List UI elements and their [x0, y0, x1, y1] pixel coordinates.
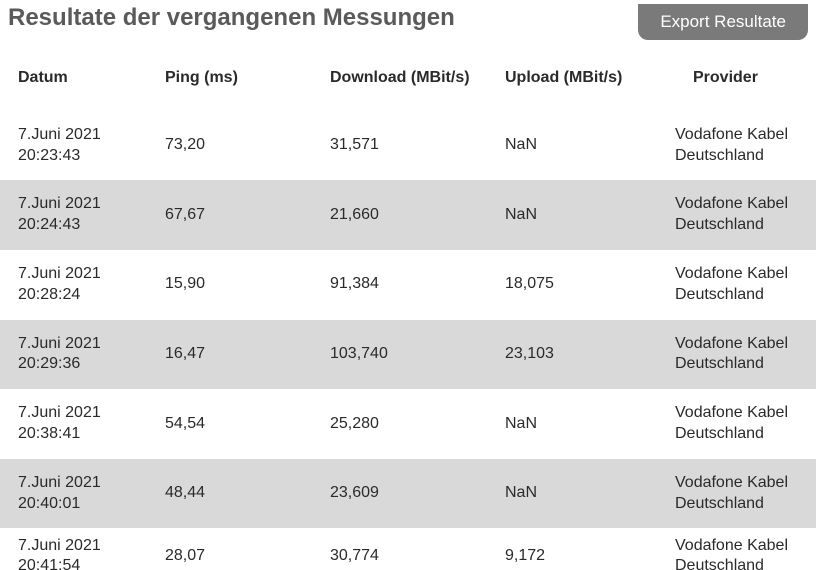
- cell-download: 25,280: [330, 414, 505, 435]
- datum-date: 7.Juni 2021: [18, 264, 155, 285]
- datum-time: 20:24:43: [18, 215, 155, 236]
- col-header-provider: Provider: [675, 68, 816, 89]
- cell-upload: 9,172: [505, 546, 675, 567]
- col-header-datum: Datum: [0, 68, 165, 89]
- datum-time: 20:41:54: [18, 556, 155, 570]
- provider-line2: Deutschland: [675, 285, 806, 306]
- cell-datum: 7.Juni 2021 20:23:43: [0, 125, 165, 167]
- cell-download: 30,774: [330, 546, 505, 567]
- cell-download: 21,660: [330, 205, 505, 226]
- cell-datum: 7.Juni 2021 20:40:01: [0, 473, 165, 515]
- cell-download: 103,740: [330, 344, 505, 365]
- provider-line1: Vodafone Kabel: [675, 334, 806, 355]
- col-header-ping: Ping (ms): [165, 68, 330, 89]
- cell-download: 91,384: [330, 274, 505, 295]
- cell-datum: 7.Juni 2021 20:41:54: [0, 536, 165, 570]
- cell-ping: 16,47: [165, 344, 330, 365]
- provider-line1: Vodafone Kabel: [675, 403, 806, 424]
- datum-time: 20:38:41: [18, 424, 155, 445]
- datum-date: 7.Juni 2021: [18, 334, 155, 355]
- table-row: 7.Juni 2021 20:38:41 54,54 25,280 NaN Vo…: [0, 389, 816, 459]
- cell-datum: 7.Juni 2021 20:28:24: [0, 264, 165, 306]
- cell-upload: 18,075: [505, 274, 675, 295]
- table-row: 7.Juni 2021 20:24:43 67,67 21,660 NaN Vo…: [0, 180, 816, 250]
- cell-upload: NaN: [505, 483, 675, 504]
- cell-ping: 73,20: [165, 135, 330, 156]
- results-table: Datum Ping (ms) Download (MBit/s) Upload…: [0, 52, 816, 570]
- cell-upload: 23,103: [505, 344, 675, 365]
- cell-provider: Vodafone Kabel Deutschland: [675, 334, 816, 376]
- table-row: 7.Juni 2021 20:29:36 16,47 103,740 23,10…: [0, 320, 816, 390]
- cell-provider: Vodafone Kabel Deutschland: [675, 194, 816, 236]
- provider-line2: Deutschland: [675, 556, 806, 570]
- cell-provider: Vodafone Kabel Deutschland: [675, 403, 816, 445]
- provider-line1: Vodafone Kabel: [675, 264, 806, 285]
- provider-line2: Deutschland: [675, 424, 806, 445]
- table-row: 7.Juni 2021 20:41:54 28,07 30,774 9,172 …: [0, 528, 816, 570]
- export-results-button[interactable]: Export Resultate: [638, 4, 808, 40]
- cell-download: 23,609: [330, 483, 505, 504]
- datum-time: 20:28:24: [18, 285, 155, 306]
- page-title: Resultate der vergangenen Messungen: [8, 4, 455, 32]
- cell-ping: 48,44: [165, 483, 330, 504]
- provider-line1: Vodafone Kabel: [675, 536, 806, 557]
- provider-line2: Deutschland: [675, 354, 806, 375]
- datum-time: 20:23:43: [18, 146, 155, 167]
- cell-upload: NaN: [505, 135, 675, 156]
- cell-ping: 67,67: [165, 205, 330, 226]
- provider-line1: Vodafone Kabel: [675, 125, 806, 146]
- page-header: Resultate der vergangenen Messungen Expo…: [0, 0, 816, 52]
- datum-time: 20:40:01: [18, 494, 155, 515]
- cell-ping: 15,90: [165, 274, 330, 295]
- cell-datum: 7.Juni 2021 20:38:41: [0, 403, 165, 445]
- cell-provider: Vodafone Kabel Deutschland: [675, 264, 816, 306]
- table-row: 7.Juni 2021 20:23:43 73,20 31,571 NaN Vo…: [0, 111, 816, 181]
- cell-download: 31,571: [330, 135, 505, 156]
- provider-line1: Vodafone Kabel: [675, 194, 806, 215]
- cell-datum: 7.Juni 2021 20:29:36: [0, 334, 165, 376]
- provider-line2: Deutschland: [675, 215, 806, 236]
- col-header-download: Download (MBit/s): [330, 68, 505, 89]
- datum-date: 7.Juni 2021: [18, 403, 155, 424]
- cell-upload: NaN: [505, 205, 675, 226]
- provider-line1: Vodafone Kabel: [675, 473, 806, 494]
- table-row: 7.Juni 2021 20:28:24 15,90 91,384 18,075…: [0, 250, 816, 320]
- table-row: 7.Juni 2021 20:40:01 48,44 23,609 NaN Vo…: [0, 459, 816, 529]
- cell-ping: 28,07: [165, 546, 330, 567]
- cell-ping: 54,54: [165, 414, 330, 435]
- cell-provider: Vodafone Kabel Deutschland: [675, 536, 816, 570]
- datum-date: 7.Juni 2021: [18, 194, 155, 215]
- cell-provider: Vodafone Kabel Deutschland: [675, 125, 816, 167]
- datum-date: 7.Juni 2021: [18, 536, 155, 557]
- cell-upload: NaN: [505, 414, 675, 435]
- cell-datum: 7.Juni 2021 20:24:43: [0, 194, 165, 236]
- cell-provider: Vodafone Kabel Deutschland: [675, 473, 816, 515]
- datum-date: 7.Juni 2021: [18, 473, 155, 494]
- provider-line2: Deutschland: [675, 494, 806, 515]
- datum-date: 7.Juni 2021: [18, 125, 155, 146]
- datum-time: 20:29:36: [18, 354, 155, 375]
- col-header-upload: Upload (MBit/s): [505, 68, 675, 89]
- table-header-row: Datum Ping (ms) Download (MBit/s) Upload…: [0, 52, 816, 111]
- provider-line2: Deutschland: [675, 146, 806, 167]
